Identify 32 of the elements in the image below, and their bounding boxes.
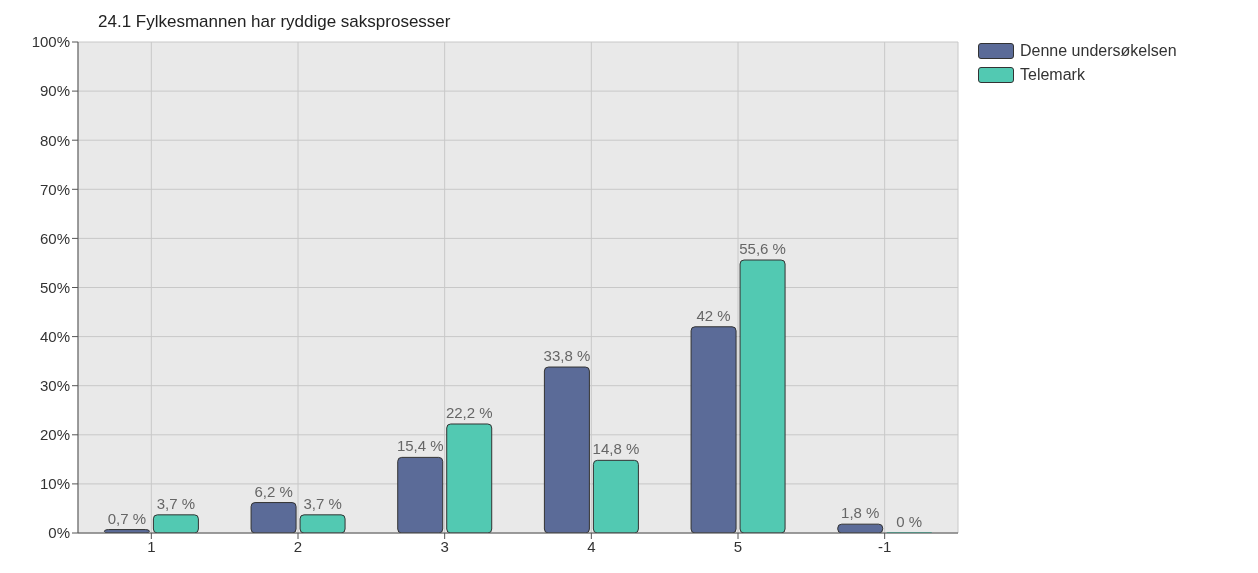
y-tick-label: 40% bbox=[39, 327, 70, 345]
y-tick-label: 20% bbox=[39, 426, 70, 444]
y-tick-label: 0% bbox=[48, 524, 70, 542]
data-label: 3,7 % bbox=[303, 494, 342, 512]
y-tick-label: 80% bbox=[39, 131, 70, 149]
data-label: 33,8 % bbox=[543, 347, 591, 365]
x-tick-label: 3 bbox=[440, 537, 449, 555]
y-tick-label: 100% bbox=[31, 33, 70, 51]
data-label: 0 % bbox=[896, 513, 923, 530]
x-tick-label: 2 bbox=[293, 537, 303, 555]
data-label: 1,8 % bbox=[841, 504, 880, 522]
data-label: 14,8 % bbox=[592, 440, 640, 458]
y-tick-label: 10% bbox=[39, 475, 70, 493]
data-label: 22,2 % bbox=[445, 404, 493, 421]
x-tick-label: 5 bbox=[733, 537, 743, 555]
data-label: 6,2 % bbox=[254, 482, 293, 500]
y-tick-label: 30% bbox=[39, 377, 70, 395]
data-label: 0,7 % bbox=[107, 509, 147, 527]
x-tick-label: -1 bbox=[877, 537, 892, 555]
chart-title: 24.1 Fylkesmannen har ryddige saksprosesser bbox=[98, 12, 451, 32]
data-label: 55,6 % bbox=[739, 240, 786, 257]
legend-label: Denne undersøkelsen bbox=[1019, 42, 1178, 60]
y-tick-label: 50% bbox=[39, 278, 70, 296]
y-tick-label: 70% bbox=[39, 180, 70, 198]
x-tick-label: 4 bbox=[587, 537, 596, 555]
x-tick-label: 1 bbox=[147, 537, 156, 555]
data-label: 15,4 % bbox=[396, 437, 444, 455]
y-tick-label: 60% bbox=[39, 229, 70, 247]
data-label: 42 % bbox=[696, 306, 731, 324]
legend-label: Telemark bbox=[1019, 66, 1086, 84]
y-tick-label: 90% bbox=[39, 82, 70, 100]
data-label: 3,7 % bbox=[156, 494, 196, 512]
